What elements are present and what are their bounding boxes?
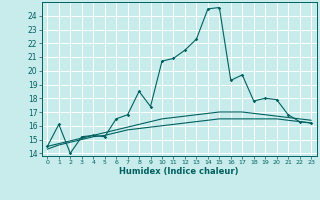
X-axis label: Humidex (Indice chaleur): Humidex (Indice chaleur) (119, 167, 239, 176)
